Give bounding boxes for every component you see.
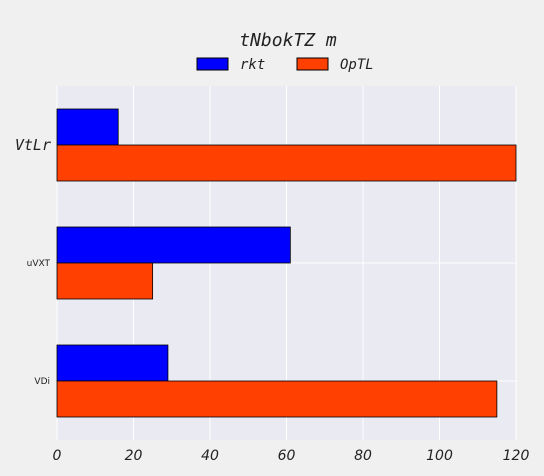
- y-tick-label: VDi: [34, 377, 50, 387]
- x-tick-label: 40: [201, 448, 219, 464]
- bar-optl-uvxt: [56, 262, 154, 300]
- legend-swatch-rkt: [196, 57, 229, 71]
- x-tick-label: 80: [354, 448, 372, 464]
- legend-swatch-optl: [296, 57, 329, 71]
- legend: rkt OpTL: [196, 57, 374, 73]
- y-tick-label: VtLr: [15, 136, 51, 154]
- bars: [56, 108, 517, 418]
- x-tick-label: 60: [278, 448, 296, 464]
- x-tick-label: 100: [426, 448, 453, 464]
- bar-rkt-uvxt: [56, 226, 291, 264]
- x-tick-label: 120: [503, 448, 530, 464]
- y-tick-label: uVXT: [27, 259, 51, 269]
- x-tick-label: 0: [53, 448, 62, 464]
- legend-label-optl: OpTL: [340, 57, 374, 73]
- bar-rkt-vdi: [56, 344, 169, 382]
- legend-label-rkt: rkt: [240, 57, 265, 73]
- bar-optl-vtlr: [56, 144, 517, 182]
- bar-rkt-vtlr: [56, 108, 119, 146]
- y-axis-ticks: VtLr uVXT VDi: [15, 136, 51, 387]
- x-tick-label: 20: [125, 448, 143, 464]
- chart-title: tNbokTZ m: [239, 30, 337, 51]
- bar-optl-vdi: [56, 380, 498, 418]
- x-axis-ticks: 0 20 40 60 80 100 120: [53, 448, 530, 464]
